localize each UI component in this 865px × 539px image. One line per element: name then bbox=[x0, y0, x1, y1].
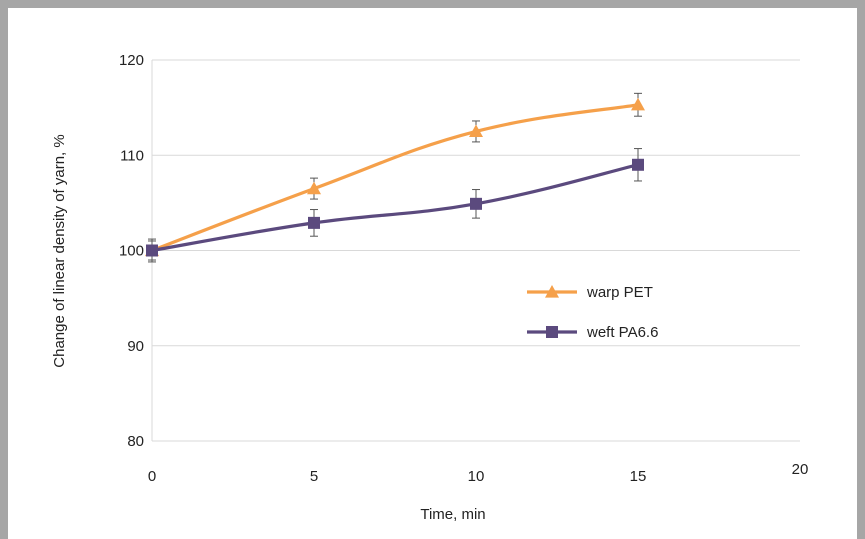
legend-item-weft-pa66: weft PA6.6 bbox=[527, 324, 658, 341]
legend-marker-warp-pet bbox=[545, 285, 559, 298]
series-line-weft-pa66 bbox=[150, 163, 640, 253]
data-point-weft-pa66-15 bbox=[632, 158, 644, 171]
x-tick-label-10: 10 bbox=[468, 468, 485, 485]
series-group bbox=[145, 92, 645, 263]
y-tick-labels: 80 90 100 110 120 bbox=[119, 52, 144, 450]
y-axis-label: Change of linear density of yarn, % bbox=[51, 134, 68, 367]
legend-label-weft-pa66: weft PA6.6 bbox=[586, 324, 658, 341]
legend-marker-weft-pa66 bbox=[546, 326, 558, 338]
y-tick-label-110: 110 bbox=[120, 147, 144, 164]
series-weft-pa66 bbox=[146, 148, 644, 261]
y-tick-label-80: 80 bbox=[127, 433, 144, 450]
data-point-warp-pet-10 bbox=[469, 124, 483, 138]
data-point-weft-pa66-5 bbox=[308, 216, 320, 229]
x-tick-label-5: 5 bbox=[310, 468, 318, 485]
x-tick-label-15: 15 bbox=[630, 468, 647, 485]
x-tick-label-0: 0 bbox=[148, 468, 156, 485]
y-tick-label-120: 120 bbox=[119, 52, 144, 69]
legend-item-warp-pet: warp PET bbox=[527, 284, 653, 301]
data-point-weft-pa66-0 bbox=[146, 244, 158, 257]
y-tick-label-90: 90 bbox=[127, 338, 144, 355]
legend: warp PET weft PA6.6 bbox=[527, 284, 658, 341]
data-point-warp-pet-5 bbox=[307, 181, 321, 195]
gridlines bbox=[152, 59, 800, 347]
y-tick-label-100: 100 bbox=[119, 243, 144, 260]
data-point-warp-pet-15 bbox=[631, 97, 645, 111]
data-point-weft-pa66-10 bbox=[470, 197, 482, 210]
series-line-warp-pet bbox=[150, 103, 640, 253]
x-tick-label-20: 20 bbox=[792, 461, 809, 478]
x-axis-label: Time, min bbox=[420, 506, 485, 523]
legend-label-warp-pet: warp PET bbox=[586, 284, 653, 301]
series-warp-pet bbox=[145, 92, 645, 263]
x-tick-labels: 0 5 10 15 20 bbox=[148, 461, 809, 485]
